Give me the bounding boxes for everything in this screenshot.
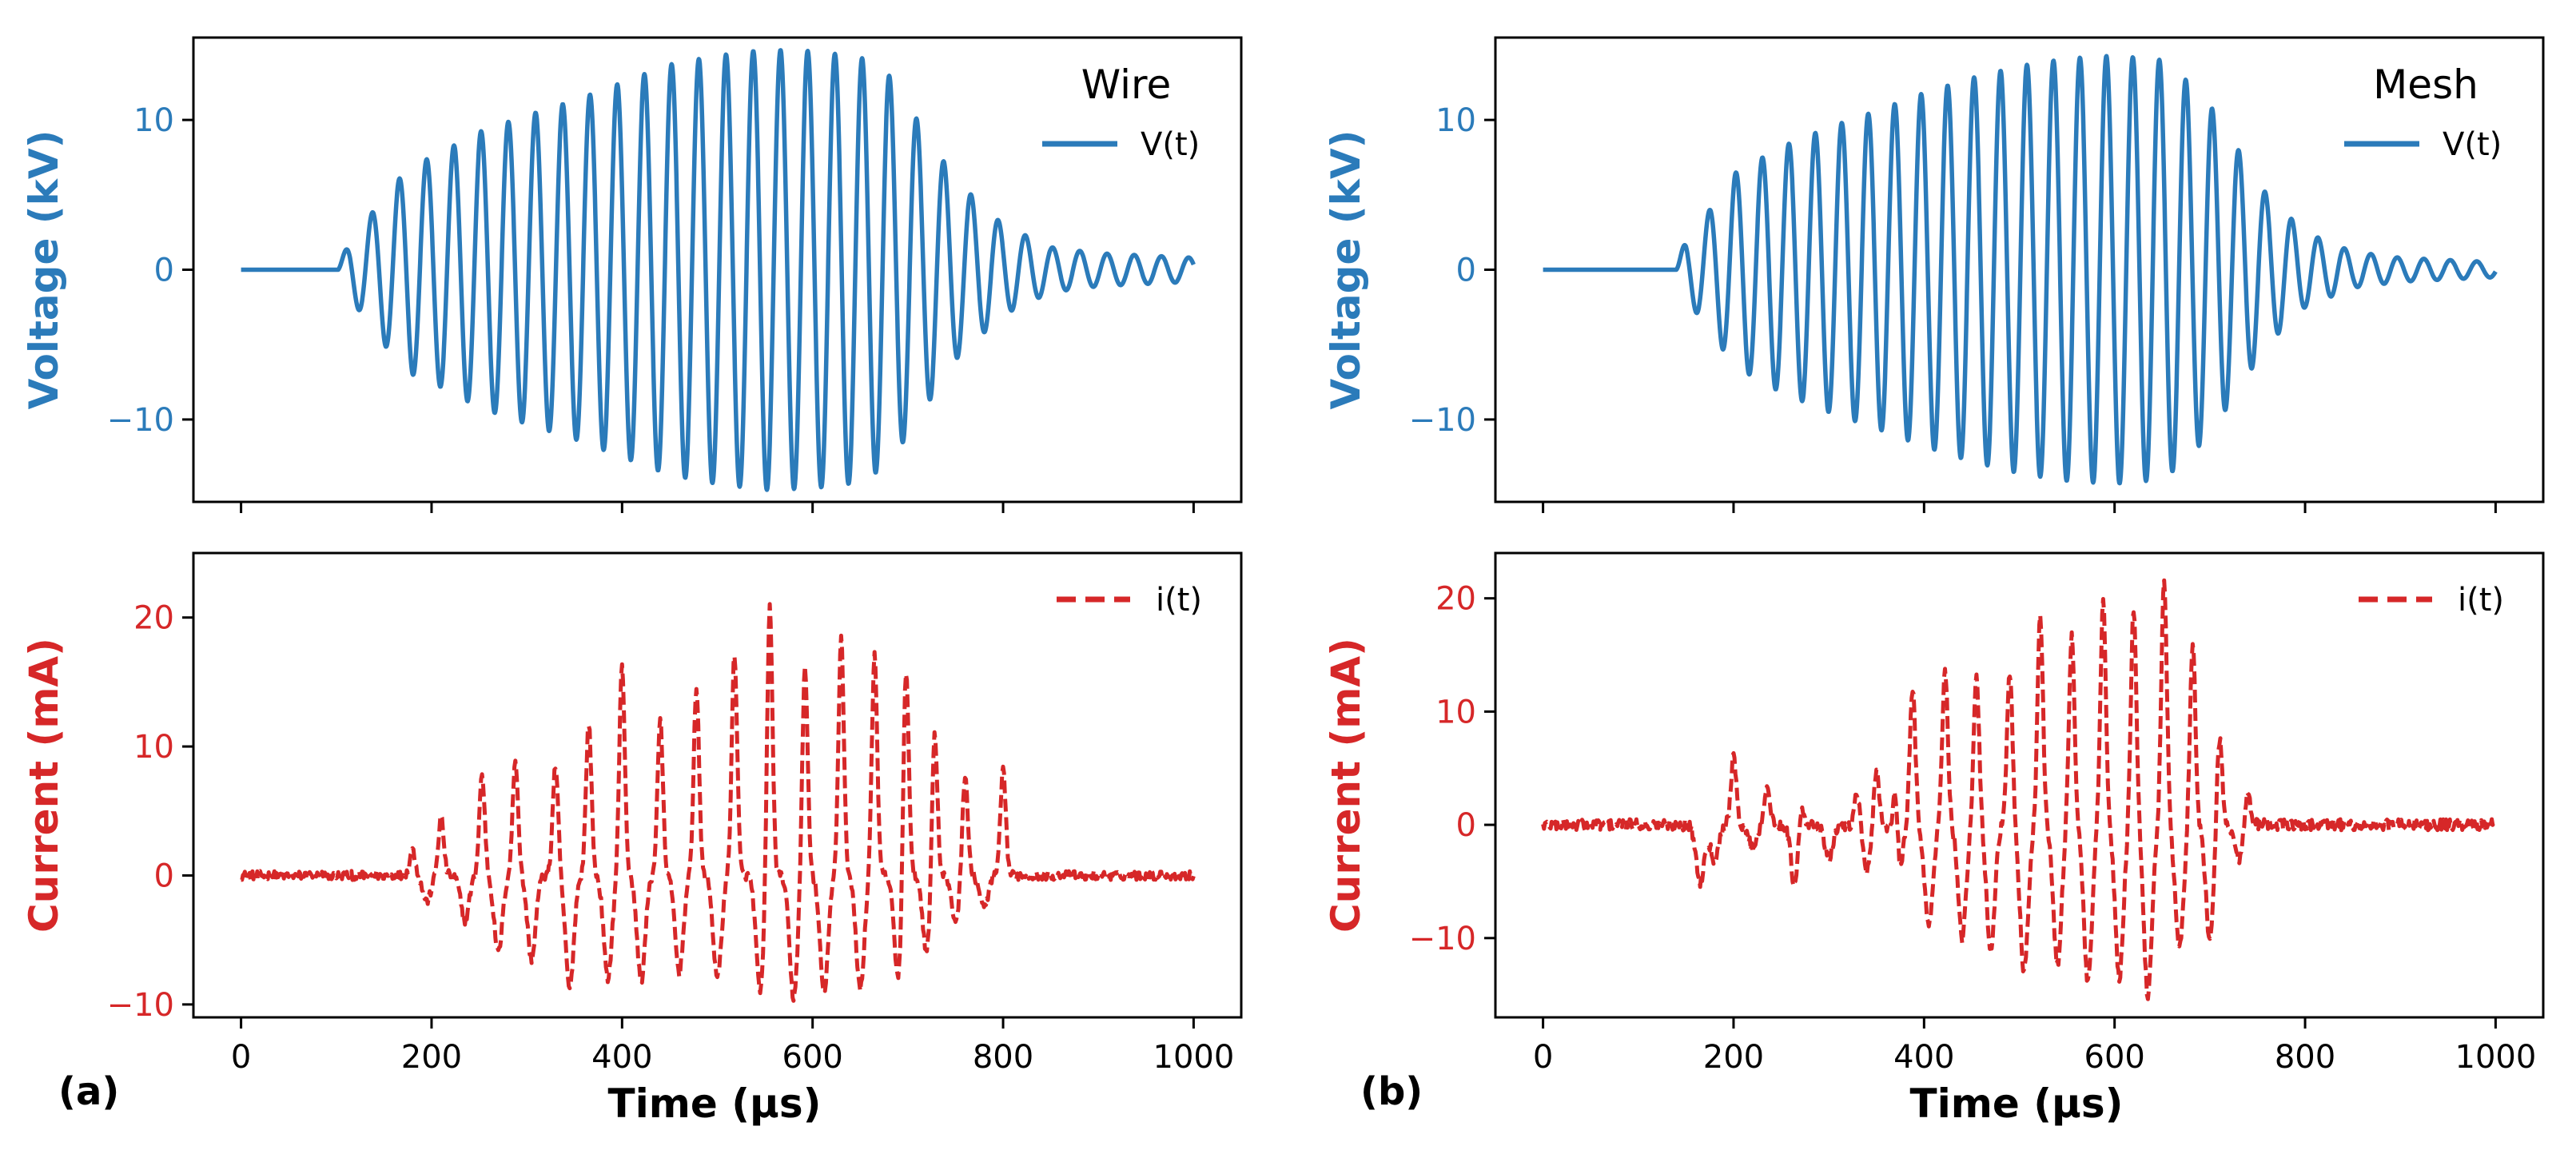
- mesh-legend-current-label: i(t): [2458, 582, 2504, 619]
- wire-x-axis-label: Time (µs): [608, 1080, 822, 1127]
- mesh-voltage-frame: [1494, 36, 2545, 503]
- mesh-voltage-y-axis-label: Voltage (kV): [1323, 130, 1369, 410]
- wire-legend-current-label: i(t): [1156, 582, 1202, 619]
- mesh-current-line: [1541, 578, 2497, 1001]
- mesh-voltage-legend: Mesh V(t): [2344, 62, 2502, 163]
- b-current-x-tick-label: 0: [1533, 1039, 1553, 1076]
- a-voltage-y-tick-label: 0: [154, 253, 174, 289]
- wire-current-frame: [192, 551, 1243, 1019]
- a-current-y-tick-label: 10: [133, 729, 174, 766]
- wire-current-plot-area: [240, 602, 1196, 1003]
- panel-a-label: (a): [58, 1069, 119, 1114]
- mesh-voltage-y-ticks: −10 0 10: [1409, 102, 1495, 439]
- wire-voltage-frame: [192, 36, 1243, 503]
- panel-b: −10 0 10 Voltage (kV) Mesh V(t) −10 0 10 20 0…: [1323, 36, 2545, 1127]
- mesh-current-frame: [1494, 551, 2545, 1019]
- mesh-current-y-axis-label: Current (mA): [1323, 638, 1369, 933]
- mesh-current-legend: i(t): [2359, 582, 2504, 619]
- b-current-x-tick-label: 200: [1703, 1039, 1764, 1076]
- b-current-y-tick-label: 10: [1435, 694, 1476, 730]
- wire-voltage-y-axis-label: Voltage (kV): [21, 130, 67, 410]
- mesh-current-y-ticks: −10 0 10 20: [1409, 581, 1495, 957]
- wire-current-line: [240, 602, 1196, 1003]
- mesh-voltage-line: [1541, 54, 2498, 486]
- b-current-y-tick-label: 20: [1435, 581, 1476, 618]
- b-current-x-tick-label: 1000: [2455, 1039, 2537, 1076]
- mesh-current-x-ticks: 0 200 400 600 800 1000: [1533, 1017, 2536, 1076]
- mesh-legend-voltage-label: V(t): [2443, 126, 2502, 163]
- a-current-x-tick-label: 600: [782, 1039, 843, 1076]
- a-current-y-tick-label: 20: [133, 600, 174, 637]
- panel-a: −10 0 10 Voltage (kV) Wire V(t) −10 0 10 20 0…: [21, 36, 1243, 1127]
- mesh-legend-title: Mesh: [2373, 62, 2478, 108]
- b-current-x-tick-label: 400: [1893, 1039, 1954, 1076]
- a-current-y-tick-label: 0: [154, 858, 174, 894]
- mesh-voltage-x-ticks: [1542, 502, 2497, 513]
- b-current-y-tick-label: −10: [1409, 921, 1476, 957]
- b-voltage-y-tick-label: −10: [1409, 402, 1476, 439]
- mesh-x-axis-label: Time (µs): [1910, 1080, 2124, 1127]
- wire-legend-voltage-label: V(t): [1141, 126, 1200, 163]
- b-voltage-y-tick-label: 10: [1435, 102, 1476, 139]
- a-current-x-tick-label: 800: [973, 1039, 1033, 1076]
- a-current-x-tick-label: 400: [591, 1039, 652, 1076]
- wire-voltage-chart: −10 0 10 Voltage (kV) Wire V(t): [21, 36, 1243, 513]
- a-current-x-tick-label: 200: [401, 1039, 462, 1076]
- b-current-x-tick-label: 600: [2084, 1039, 2145, 1076]
- wire-current-y-ticks: −10 0 10 20: [107, 600, 193, 1024]
- wire-voltage-plot-area: [239, 48, 1196, 492]
- a-current-x-tick-label: 0: [231, 1039, 251, 1076]
- a-voltage-y-tick-label: 10: [133, 102, 174, 139]
- mesh-voltage-chart: −10 0 10 Voltage (kV) Mesh V(t): [1323, 36, 2545, 513]
- wire-voltage-y-ticks: −10 0 10: [107, 102, 193, 439]
- mesh-current-plot-area: [1541, 578, 2497, 1001]
- a-current-y-tick-label: −10: [107, 987, 174, 1024]
- wire-voltage-x-ticks: [240, 502, 1195, 513]
- wire-current-x-ticks: 0 200 400 600 800 1000: [231, 1017, 1234, 1076]
- wire-current-y-axis-label: Current (mA): [21, 638, 67, 933]
- wire-voltage-line: [239, 48, 1196, 492]
- wire-legend-title: Wire: [1081, 62, 1171, 108]
- b-current-x-tick-label: 800: [2275, 1039, 2335, 1076]
- mesh-voltage-plot-area: [1541, 54, 2498, 486]
- b-current-y-tick-label: 0: [1456, 807, 1476, 844]
- wire-voltage-legend: Wire V(t): [1042, 62, 1200, 163]
- b-voltage-y-tick-label: 0: [1456, 253, 1476, 289]
- panel-b-label: (b): [1360, 1069, 1423, 1114]
- wire-current-legend: i(t): [1057, 582, 1202, 619]
- a-current-x-tick-label: 1000: [1153, 1039, 1235, 1076]
- a-voltage-y-tick-label: −10: [107, 402, 174, 439]
